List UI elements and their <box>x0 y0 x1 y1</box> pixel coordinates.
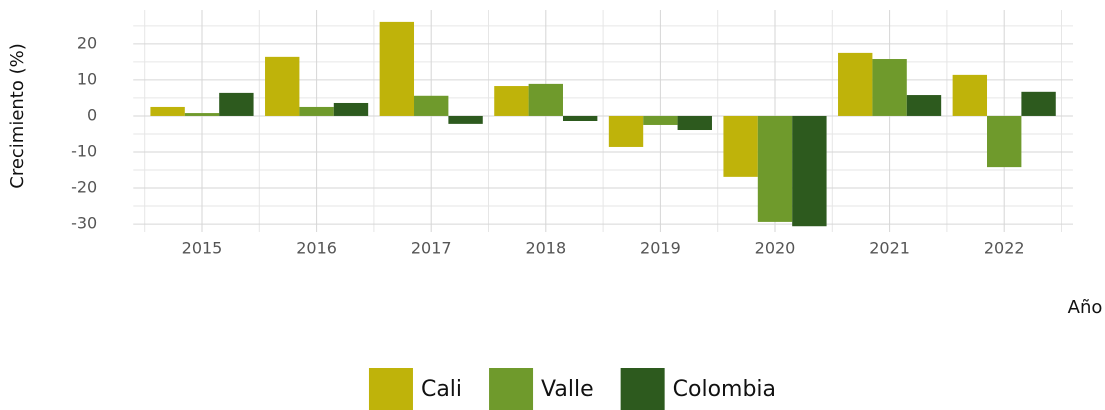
legend-label: Valle <box>541 377 594 402</box>
bar <box>792 115 827 227</box>
bar <box>643 115 678 125</box>
y-tick-label: 20 <box>77 33 97 52</box>
x-tick-label: 2022 <box>984 239 1025 258</box>
bar <box>494 86 529 116</box>
bar <box>219 92 254 116</box>
bar <box>987 115 1022 168</box>
legend-swatch <box>620 368 665 410</box>
bar <box>528 83 563 116</box>
x-tick-label: 2018 <box>525 239 566 258</box>
bar <box>448 115 483 124</box>
bar <box>333 102 369 116</box>
bar <box>184 113 220 116</box>
bar <box>677 115 712 131</box>
y-axis-title: Crecimiento (%) <box>7 43 28 189</box>
bar <box>723 115 758 177</box>
legend-label: Colombia <box>673 377 776 402</box>
x-tick-label: 2015 <box>182 239 223 258</box>
y-tick-label: -20 <box>71 178 97 197</box>
bar <box>872 59 907 116</box>
bar <box>1021 91 1056 116</box>
bar <box>414 95 449 116</box>
x-tick-label: 2019 <box>640 239 681 258</box>
bar <box>838 52 873 116</box>
bar <box>608 115 644 147</box>
x-axis-title: Año <box>1068 297 1103 318</box>
y-tick-label: 0 <box>87 105 97 124</box>
bar <box>562 115 598 121</box>
x-tick-label: 2021 <box>869 239 910 258</box>
y-tick-label: -10 <box>71 141 97 160</box>
legend-swatch <box>368 368 413 410</box>
y-tick-label: -30 <box>71 214 97 233</box>
y-tick-label: 10 <box>77 69 97 88</box>
bar <box>265 56 300 116</box>
legend-label: Cali <box>421 377 462 402</box>
bar <box>379 21 415 116</box>
bar <box>299 106 334 116</box>
bar <box>757 115 793 222</box>
x-tick-label: 2020 <box>755 239 796 258</box>
x-tick-label: 2017 <box>411 239 452 258</box>
legend-swatch <box>489 368 534 410</box>
bar <box>906 95 942 116</box>
x-tick-label: 2016 <box>296 239 337 258</box>
bar <box>150 106 185 116</box>
bar <box>952 74 988 116</box>
